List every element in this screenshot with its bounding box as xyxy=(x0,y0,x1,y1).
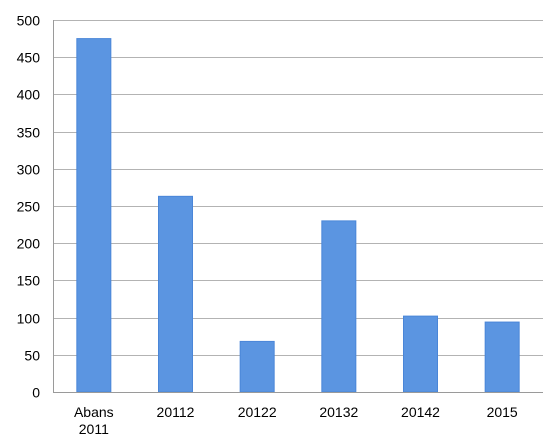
y-tick-label: 350 xyxy=(17,125,41,141)
x-tick-label: 2011 xyxy=(79,421,109,437)
x-tick-label: 20132 xyxy=(319,404,358,420)
bars xyxy=(76,38,520,393)
y-tick-label: 400 xyxy=(17,87,41,103)
y-tick-label: 50 xyxy=(24,348,40,364)
y-tick-label: 500 xyxy=(17,13,41,29)
bar-3 xyxy=(321,220,357,393)
axes xyxy=(53,20,543,393)
y-tick-label: 100 xyxy=(17,311,41,327)
bar-4 xyxy=(403,315,438,393)
bar-2 xyxy=(239,340,275,393)
y-tick-label: 200 xyxy=(17,236,41,252)
y-tick-label: 0 xyxy=(32,385,40,401)
x-tick-label: 2015 xyxy=(487,404,518,420)
x-tick-label: 20122 xyxy=(238,404,277,420)
y-tick-label: 300 xyxy=(17,162,41,178)
y-tick-label: 450 xyxy=(17,50,41,66)
y-tick-label: 250 xyxy=(17,199,41,215)
bar-0 xyxy=(76,38,112,393)
y-tick-labels: 0 50 100 150 200 250 300 350 400 450 500 xyxy=(17,13,41,401)
bar-1 xyxy=(158,195,193,393)
x-tick-label: Abans xyxy=(74,404,114,420)
y-tick-label: 150 xyxy=(17,273,41,289)
gridlines xyxy=(53,20,543,356)
x-tick-label: 20112 xyxy=(157,404,195,420)
x-tick-label: 20142 xyxy=(401,404,440,420)
bar-5 xyxy=(484,321,520,393)
